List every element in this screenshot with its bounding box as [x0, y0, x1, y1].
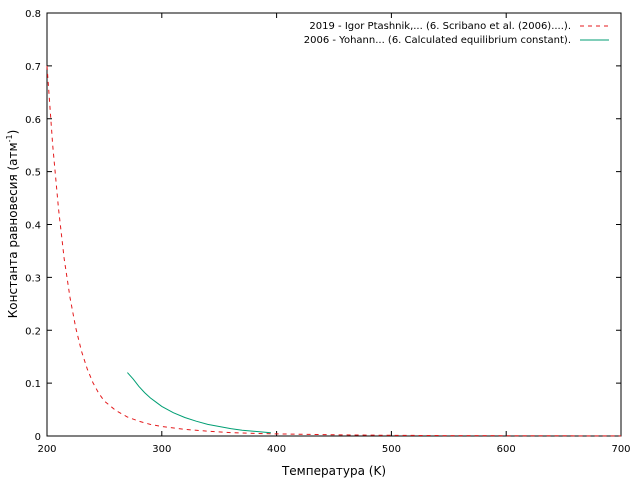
- x-axis-label: Температура (K): [281, 464, 386, 478]
- y-tick-label: 0.2: [25, 326, 41, 337]
- x-tick-label: 300: [152, 444, 171, 455]
- series-line-1: [46, 65, 622, 437]
- series-line-2: [127, 372, 271, 434]
- x-tick-label: 400: [267, 444, 286, 455]
- y-tick-label: 0.6: [25, 115, 41, 126]
- y-axis-label-sup: -1: [5, 134, 14, 142]
- x-tick-label: 600: [497, 444, 516, 455]
- x-tick-label: 500: [382, 444, 401, 455]
- legend: 2019 - Igor Ptashnik,... (6. Scribano et…: [304, 21, 609, 46]
- x-tick-label: 700: [611, 444, 630, 455]
- y-axis-label: Константа равновесия (атм-1): [5, 130, 20, 319]
- y-tick-label: 0.3: [25, 273, 41, 284]
- y-tick-label: 0.8: [25, 9, 41, 20]
- legend-label-1: 2019 - Igor Ptashnik,... (6. Scribano et…: [309, 21, 571, 32]
- x-tick-label: 200: [37, 444, 56, 455]
- y-tick-label: 0.4: [25, 221, 41, 232]
- y-tick-label: 0.5: [25, 168, 41, 179]
- series-layer: [46, 65, 622, 437]
- plot-frame: [46, 12, 622, 437]
- y-tick-label: 0.7: [25, 62, 41, 73]
- y-tick-label: 0.1: [25, 379, 41, 390]
- legend-label-2: 2006 - Yohann... (6. Calculated equilibr…: [304, 35, 571, 46]
- axis-ticks: 200 300 400 500 600 700 0 0.1 0.2 0.3 0.4 0.5 0.6 0.7…: [25, 9, 630, 455]
- y-tick-label: 0: [35, 432, 41, 443]
